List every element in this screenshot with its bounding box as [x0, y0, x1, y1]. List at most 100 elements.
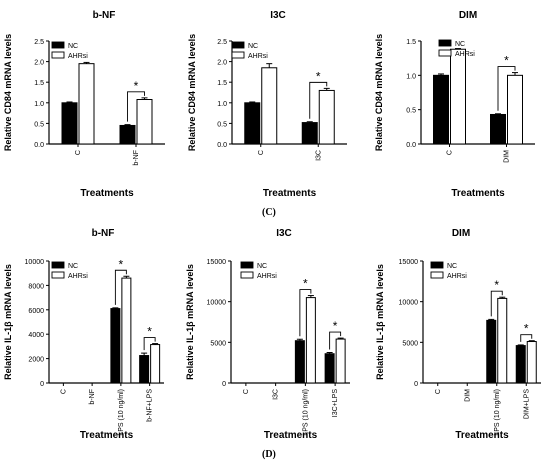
significance-star: * — [494, 278, 499, 292]
y-tick-label: 2000 — [28, 357, 44, 364]
bar-nc — [324, 353, 335, 384]
legend-label-ahrsi: AHRsi — [68, 273, 88, 280]
x-tick-label: I3C+LPS — [332, 389, 339, 418]
x-tick-label: C — [60, 389, 67, 394]
bar-nc — [61, 102, 78, 145]
significance-bracket — [520, 334, 533, 342]
bar-nc — [139, 355, 150, 384]
bar-ahrsi — [507, 74, 523, 145]
chart-title: I3C — [276, 228, 292, 239]
x-tick-label: I3C — [315, 150, 322, 161]
legend-swatch-nc — [51, 261, 65, 269]
y-tick-label: 5000 — [210, 340, 226, 347]
significance-bracket — [127, 91, 145, 122]
bar-nc — [110, 308, 121, 384]
y-axis-label: Relative CD84 mRNA levels — [374, 34, 384, 151]
chart-title: b-NF — [93, 10, 116, 21]
y-tick-label: 5000 — [402, 340, 418, 347]
bar-nc — [486, 319, 497, 384]
legend-swatch-nc — [430, 261, 444, 269]
legend-swatch-nc — [51, 41, 65, 49]
legend-label-ahrsi: AHRsi — [455, 51, 475, 58]
y-tick-label: 0.5 — [217, 121, 227, 128]
legend-label-ahrsi: AHRsi — [257, 273, 277, 280]
significance-star: * — [333, 319, 338, 333]
legend-label-nc: NC — [455, 41, 465, 48]
bar-ahrsi — [335, 338, 346, 384]
x-tick-label: DIM+LPS — [523, 389, 530, 419]
legend-label-nc: NC — [447, 263, 457, 270]
y-tick-label: 15000 — [399, 259, 419, 266]
x-tick-label: b-NF — [89, 389, 96, 405]
y-tick-label: 0 — [40, 381, 44, 388]
y-tick-label: 0.5 — [406, 108, 416, 115]
legend-label-nc: NC — [68, 263, 78, 270]
y-tick-label: 1.5 — [406, 39, 416, 46]
bar-nc — [301, 122, 318, 145]
x-axis-label: Treatments — [455, 430, 509, 441]
bar-ahrsi — [450, 48, 466, 145]
legend-label-nc: NC — [257, 263, 267, 270]
chart-title: DIM — [459, 10, 477, 21]
significance-bracket — [490, 290, 503, 317]
bar-nc — [294, 340, 305, 384]
legend-swatch-ahrsi — [231, 51, 245, 59]
x-axis-label: Treatments — [451, 188, 505, 199]
x-tick-label: I3C — [273, 389, 280, 400]
x-tick-label: C — [75, 150, 82, 155]
y-tick-label: 1.0 — [406, 73, 416, 80]
significance-star: * — [134, 79, 139, 93]
significance-star: * — [316, 69, 321, 83]
y-tick-label: 0.0 — [406, 142, 416, 149]
bar-ahrsi — [78, 63, 95, 145]
y-axis-label: Relative IL-1β mRNA levels — [375, 264, 385, 380]
significance-star: * — [303, 277, 308, 291]
legend-swatch-ahrsi — [430, 271, 444, 279]
x-tick-label: C — [447, 150, 454, 155]
bar-ahrsi — [497, 297, 508, 384]
y-axis-label: Relative IL-1β mRNA levels — [3, 264, 13, 380]
bar-nc — [433, 74, 449, 145]
y-tick-label: 10000 — [25, 259, 45, 266]
x-tick-label: DIM — [464, 389, 471, 402]
significance-star: * — [504, 54, 509, 68]
y-tick-label: 0.0 — [217, 142, 227, 149]
x-axis-label: Treatments — [264, 430, 318, 441]
bar-nc — [244, 102, 261, 145]
y-axis-label: Relative IL-1β mRNA levels — [185, 264, 195, 380]
bar-ahrsi — [318, 89, 335, 145]
x-axis-label: Treatments — [80, 430, 134, 441]
legend-label-nc: NC — [248, 43, 258, 50]
x-tick-label: LPS (10 ng/ml) — [118, 389, 125, 436]
y-axis-label: Relative CD84 mRNA levels — [187, 34, 197, 151]
bar-ahrsi — [121, 277, 132, 384]
panel-label-d: (D) — [262, 449, 276, 460]
x-tick-label: LPS (10 ng/ml) — [494, 389, 501, 436]
y-tick-label: 2.5 — [34, 39, 44, 46]
y-tick-label: 0.0 — [34, 142, 44, 149]
y-axis-label: Relative CD84 mRNA levels — [3, 34, 13, 151]
y-tick-label: 1.0 — [34, 101, 44, 108]
legend-swatch-ahrsi — [51, 271, 65, 279]
panel-label-c: (C) — [262, 207, 276, 218]
x-tick-label: C — [258, 150, 265, 155]
y-tick-label: 6000 — [28, 308, 44, 315]
x-tick-label: LPS (10 ng/ml) — [302, 389, 309, 436]
x-tick-label: C — [243, 389, 250, 394]
y-tick-label: 1.0 — [217, 101, 227, 108]
x-tick-label: b-NF+LPS — [147, 389, 154, 422]
legend-label-nc: NC — [68, 43, 78, 50]
y-tick-label: 1.5 — [217, 80, 227, 87]
legend-swatch-nc — [240, 261, 254, 269]
y-tick-label: 1.5 — [34, 80, 44, 87]
chart-title: b-NF — [92, 228, 115, 239]
y-tick-label: 2.0 — [217, 60, 227, 67]
chart-title: DIM — [452, 228, 470, 239]
y-tick-label: 0 — [414, 381, 418, 388]
bar-ahrsi — [526, 341, 537, 384]
significance-bracket — [299, 289, 312, 337]
legend-swatch-ahrsi — [438, 49, 452, 57]
legend-swatch-ahrsi — [240, 271, 254, 279]
significance-star: * — [147, 325, 152, 339]
significance-bracket — [309, 81, 328, 119]
